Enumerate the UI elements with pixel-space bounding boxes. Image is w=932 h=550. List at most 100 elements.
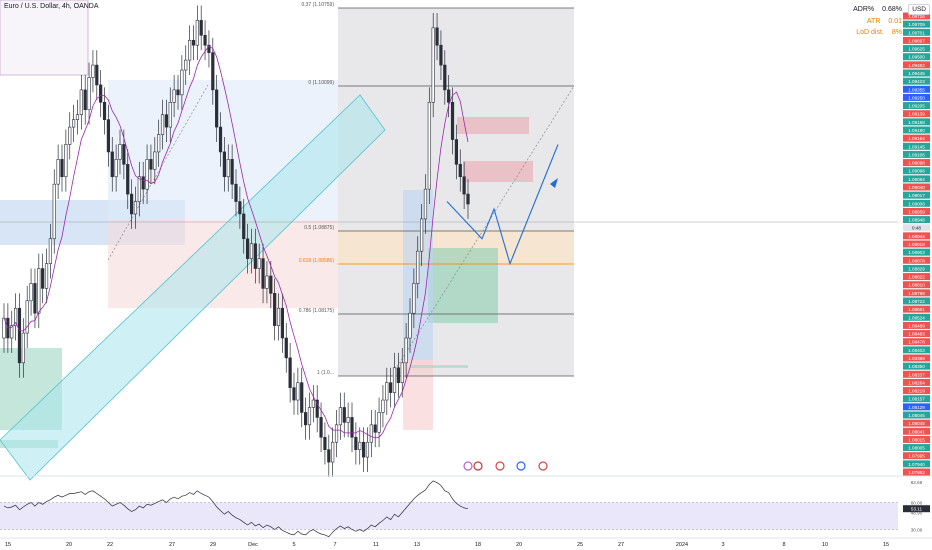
time-axis-label: Dec: [248, 542, 258, 548]
candle: [207, 44, 211, 53]
price-axis-tag: [903, 330, 930, 338]
candle: [419, 218, 424, 252]
price-axis-tag: [903, 444, 930, 452]
price-axis-tag: [903, 53, 930, 61]
price-axis-label: 1.08045: [908, 421, 925, 426]
price-axis-tag: [903, 240, 930, 248]
candle: [234, 183, 238, 202]
price-axis-tag: [903, 85, 930, 93]
candle: [338, 407, 343, 426]
stats-row-lod: LoD dist. 8%: [853, 27, 902, 39]
rsi-axis-tag: [903, 505, 930, 513]
candle: [180, 69, 184, 96]
fib-label: 0.5 (1.08875): [304, 225, 334, 231]
price-axis-label: 1.08045: [908, 413, 925, 418]
candle: [130, 193, 134, 215]
price-axis-label: 1.08829: [908, 266, 925, 271]
price-axis-label: 1.09250: [908, 95, 925, 100]
price-axis-label: 1.09145: [908, 144, 925, 149]
candle: [68, 126, 72, 145]
candle: [133, 201, 138, 215]
candle: [203, 34, 207, 46]
price-axis-label: 1.09701: [908, 30, 925, 35]
rsi-axis-label: 60.00: [911, 501, 923, 506]
candle: [195, 20, 199, 46]
price-axis-label: 1.08661: [908, 307, 925, 312]
price-axis-tag: [903, 370, 930, 378]
candle: [41, 268, 45, 289]
candle: [466, 193, 470, 205]
candle: [222, 151, 227, 178]
candle: [249, 243, 254, 259]
fib-label: 0.786 (1.08175): [299, 308, 335, 314]
currency-button[interactable]: USD: [908, 4, 930, 15]
candle: [211, 52, 215, 91]
candle: [416, 250, 420, 284]
price-axis-label: 1.07940: [908, 462, 925, 467]
price-axis-label: 1.09008: [908, 201, 925, 206]
candle: [331, 441, 335, 463]
candle: [106, 119, 110, 153]
candle: [153, 151, 157, 170]
candle: [102, 101, 107, 120]
price-axis-label: 1.09098: [908, 169, 925, 174]
candle: [95, 64, 99, 86]
candle: [346, 417, 350, 423]
red-block-2: [463, 161, 533, 182]
rsi-axis-label: 53.11: [911, 507, 923, 512]
candle: [64, 144, 68, 178]
time-axis-label: 22: [107, 542, 113, 548]
candle: [439, 44, 443, 66]
candle: [307, 407, 312, 426]
candle: [257, 258, 261, 269]
candle: [145, 159, 149, 190]
price-axis-label: 1.09445: [908, 71, 925, 76]
candle: [269, 275, 273, 294]
time-axis-label: 18: [475, 542, 481, 548]
candle: [126, 164, 130, 195]
time-axis-label: 15: [883, 542, 889, 548]
price-axis-label: 1.08157: [908, 397, 925, 402]
price-axis-tag: [903, 93, 930, 101]
price-axis-label: 1.09355: [908, 87, 925, 92]
stats-label-adr: ADR%: [853, 6, 875, 13]
candle: [400, 362, 404, 383]
candle: [276, 307, 281, 326]
candle: [56, 159, 60, 185]
price-axis-tag: [903, 313, 930, 321]
symbol-title: Euro / U.S. Dollar, 4h, OANDA: [4, 3, 99, 10]
candle: [365, 441, 370, 458]
price-axis-tag: [903, 159, 930, 167]
candle: [408, 312, 412, 339]
candle: [311, 399, 315, 408]
price-axis-tag: [903, 183, 930, 191]
stats-value-atr: 0.01: [888, 17, 902, 25]
candle: [412, 283, 416, 314]
price-axis-tag: [903, 150, 930, 158]
price-axis-tag: [903, 199, 930, 207]
price-axis-tag: [903, 427, 930, 435]
candle: [280, 307, 285, 339]
candle: [79, 89, 83, 115]
dashed-trendline: [107, 84, 209, 261]
candle: [284, 337, 288, 359]
price-axis-tag: [903, 175, 930, 183]
price-axis-tag: [903, 77, 930, 85]
price-axis-tag: [903, 378, 930, 386]
price-axis-label: 1.08264: [908, 380, 925, 385]
candle: [389, 382, 393, 393]
price-axis-tag: [903, 256, 930, 264]
price-axis-tag: [903, 273, 930, 281]
candle: [110, 151, 114, 178]
price-axis-tag: [903, 387, 930, 395]
price-axis-label: 1.08948: [908, 218, 925, 223]
price-axis-tag: [903, 102, 930, 110]
candle: [230, 159, 234, 185]
price-axis-label: 1.09017: [908, 193, 925, 198]
price-axis-tag: [903, 411, 930, 419]
price-axis-tag: [903, 45, 930, 53]
price-axis-tag: [903, 281, 930, 289]
candle: [265, 275, 269, 289]
